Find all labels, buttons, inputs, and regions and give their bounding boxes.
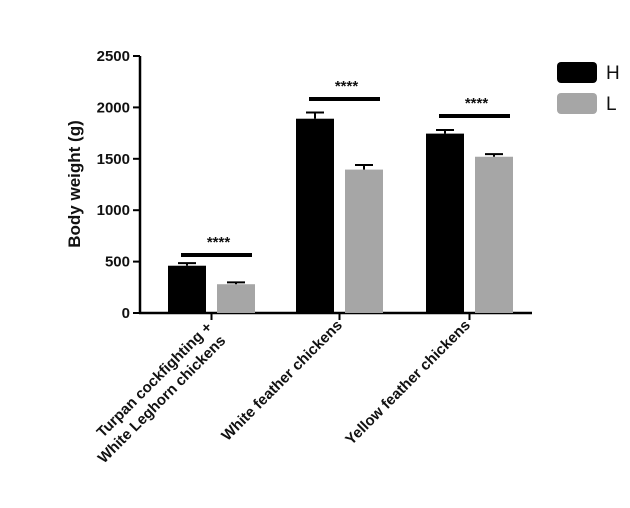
category-label-line: Turpan cockfighting + <box>94 319 216 441</box>
legend-swatch-l <box>557 93 597 114</box>
category-label-line: Yellow feather chickens <box>342 317 474 449</box>
significance-label: **** <box>465 95 489 112</box>
legend-swatch-h <box>557 62 597 83</box>
y-tick-label: 2000 <box>97 99 130 116</box>
significance-label: **** <box>335 78 359 95</box>
legend-label-h: H <box>606 63 620 84</box>
y-axis-title: Body weight (g) <box>65 120 84 247</box>
category-label: White feather chickens <box>218 317 346 445</box>
y-tick-label: 1000 <box>97 202 130 219</box>
bar-h <box>426 133 464 313</box>
bar-l <box>345 169 383 313</box>
legend-label-l: L <box>606 94 617 115</box>
bar-h <box>296 118 334 313</box>
significance-label: **** <box>207 234 231 251</box>
bar-l <box>217 284 255 313</box>
y-tick-label: 2500 <box>97 48 130 65</box>
bar-l <box>475 156 513 313</box>
y-tick-label: 500 <box>105 254 130 271</box>
category-label: Turpan cockfighting +White Leghorn chick… <box>81 319 229 467</box>
y-tick-label: 1500 <box>97 151 130 168</box>
category-labels: Turpan cockfighting +White Leghorn chick… <box>81 317 474 467</box>
category-label-line: White Leghorn chickens <box>95 332 230 467</box>
category-label-line: White feather chickens <box>218 317 346 445</box>
bar-h <box>168 265 206 313</box>
legend: HL <box>557 62 620 115</box>
y-tick-label: 0 <box>122 305 130 322</box>
bars <box>168 111 513 313</box>
category-label: Yellow feather chickens <box>342 317 474 449</box>
significance-markers: **** **** **** <box>181 78 510 257</box>
